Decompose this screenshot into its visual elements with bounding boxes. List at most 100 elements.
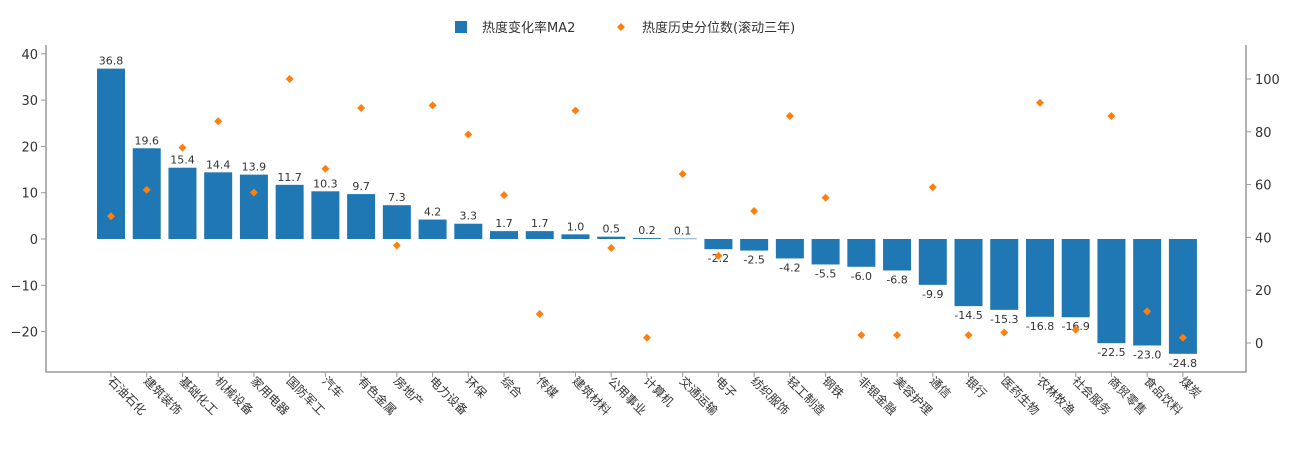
- x-category-text: 轻工制造: [784, 374, 828, 418]
- percentile-dot: [142, 185, 151, 194]
- x-category-text: 电子: [712, 374, 739, 401]
- y-right-tick-label: 60: [1255, 179, 1272, 194]
- percentile-dot: [571, 106, 580, 115]
- bar-value-label: 3.3: [460, 210, 478, 223]
- x-category-label: 机械设备: [212, 373, 257, 418]
- bar-value-label: 4.2: [424, 206, 442, 219]
- legend: 热度变化率MA2 热度历史分位数(滚动三年): [455, 20, 795, 36]
- bar: [668, 238, 697, 240]
- bar-value-labels: 36.8 19.6 15.4 14.4 13.9 11.7 10.3 9.7 7.3 4.2 3.3…: [99, 55, 1197, 370]
- bar-value-label: 0.5: [602, 223, 620, 236]
- bar-value-label: -6.0: [851, 270, 872, 283]
- x-category-label: 有色金属: [355, 373, 400, 418]
- x-category-label: 通信: [927, 374, 954, 401]
- x-category-text: 建筑材料: [569, 373, 614, 418]
- y-left-tick-label: −20: [11, 326, 38, 341]
- bar: [632, 238, 661, 239]
- x-category-label: 环保: [462, 374, 489, 401]
- bar: [740, 239, 769, 251]
- bar-value-label: 15.4: [170, 154, 195, 167]
- bar: [954, 239, 983, 307]
- x-category-label: 食品饮料: [1141, 373, 1186, 418]
- percentile-dot: [785, 111, 794, 120]
- percentile-dot: [214, 117, 223, 126]
- y-left-tick-label: 40: [21, 48, 38, 63]
- bar-value-label: -23.0: [1133, 348, 1161, 361]
- x-category-label: 汽车: [319, 373, 347, 401]
- legend-dot-label: 热度历史分位数(滚动三年): [642, 20, 795, 36]
- bar-value-label: 36.8: [99, 55, 124, 68]
- bar: [382, 205, 411, 239]
- x-category-text: 非银金融: [855, 373, 900, 418]
- bar-value-label: -14.5: [954, 309, 982, 322]
- percentile-dot: [392, 241, 401, 250]
- bar-value-label: 1.7: [495, 217, 513, 230]
- bar-value-label: -9.9: [922, 288, 943, 301]
- y-right-tick-label: 0: [1255, 337, 1263, 352]
- bar-value-label: 19.6: [134, 134, 159, 147]
- bar-value-label: -5.5: [815, 267, 836, 280]
- x-category-label: 商贸零售: [1105, 373, 1150, 418]
- x-category-label: 建筑材料: [569, 373, 614, 418]
- x-axis-labels: 石油石化建筑装饰基础化工机械设备家用电器国防军工汽车 有色金属房地产 电力设备环保综…: [105, 373, 1204, 418]
- x-category-label: 轻工制造: [784, 374, 828, 418]
- x-category-text: 石油石化: [105, 374, 149, 418]
- y-right-tick-label: 40: [1255, 231, 1272, 246]
- y-left-tick-label: 30: [21, 94, 38, 109]
- x-category-text: 基础化工: [176, 374, 220, 418]
- bar-value-label: -2.5: [743, 254, 764, 267]
- bar: [275, 184, 304, 239]
- percentile-dot: [321, 164, 330, 173]
- axes: −20 −10 0 10 20 30 40 0 20 40 60 80 100: [11, 45, 1280, 377]
- y-right-tick-label: 20: [1255, 284, 1272, 299]
- x-category-label: 非银金融: [855, 373, 900, 418]
- bar-value-label: -22.5: [1097, 346, 1125, 359]
- bar-value-label: 10.3: [313, 177, 338, 190]
- bar-value-label: -6.8: [886, 273, 907, 286]
- x-category-label: 国防军工: [284, 373, 329, 418]
- bar: [311, 191, 340, 239]
- x-category-label: 家用电器: [248, 373, 293, 418]
- x-category-label: 综合: [498, 373, 526, 401]
- x-category-text: 公用事业: [605, 374, 649, 418]
- y-left-tick-label: 0: [30, 233, 38, 248]
- x-category-text: 综合: [498, 373, 526, 401]
- x-category-text: 钢铁: [820, 374, 847, 401]
- bar: [168, 167, 197, 239]
- percentile-dot: [964, 331, 973, 340]
- x-category-text: 社会服务: [1070, 373, 1115, 418]
- bar: [990, 239, 1019, 310]
- x-category-text: 美容护理: [891, 373, 936, 418]
- percentile-dot: [714, 251, 723, 260]
- legend-diamond-icon: [617, 23, 625, 31]
- x-category-label: 煤炭: [1177, 374, 1204, 401]
- x-category-label: 交通运输: [677, 373, 722, 418]
- bar-value-label: 9.7: [352, 180, 370, 193]
- bar-value-label: 1.0: [567, 220, 585, 233]
- bar: [418, 219, 447, 239]
- bar: [239, 174, 268, 239]
- percentile-dot: [607, 243, 616, 252]
- x-category-text: 环保: [462, 374, 489, 401]
- bar-value-label: 0.1: [674, 225, 692, 238]
- x-category-text: 国防军工: [284, 373, 329, 418]
- x-category-label: 公用事业: [605, 374, 649, 418]
- percentile-dot: [642, 333, 651, 342]
- percentile-dot: [750, 207, 759, 215]
- x-category-text: 建筑装饰: [141, 373, 186, 418]
- bar: [1133, 239, 1162, 346]
- bar: [1025, 239, 1054, 317]
- percentile-dot: [535, 309, 544, 318]
- bar: [775, 239, 804, 259]
- bar: [97, 68, 125, 239]
- x-category-label: 钢铁: [820, 374, 847, 401]
- percentile-dot: [178, 143, 187, 152]
- x-category-label: 建筑装饰: [141, 373, 186, 418]
- legend-bar-label: 热度变化率MA2: [482, 20, 575, 36]
- bar: [347, 194, 376, 239]
- x-category-text: 汽车: [319, 373, 347, 401]
- x-category-text: 家用电器: [248, 373, 293, 418]
- percentile-dot: [1143, 307, 1152, 316]
